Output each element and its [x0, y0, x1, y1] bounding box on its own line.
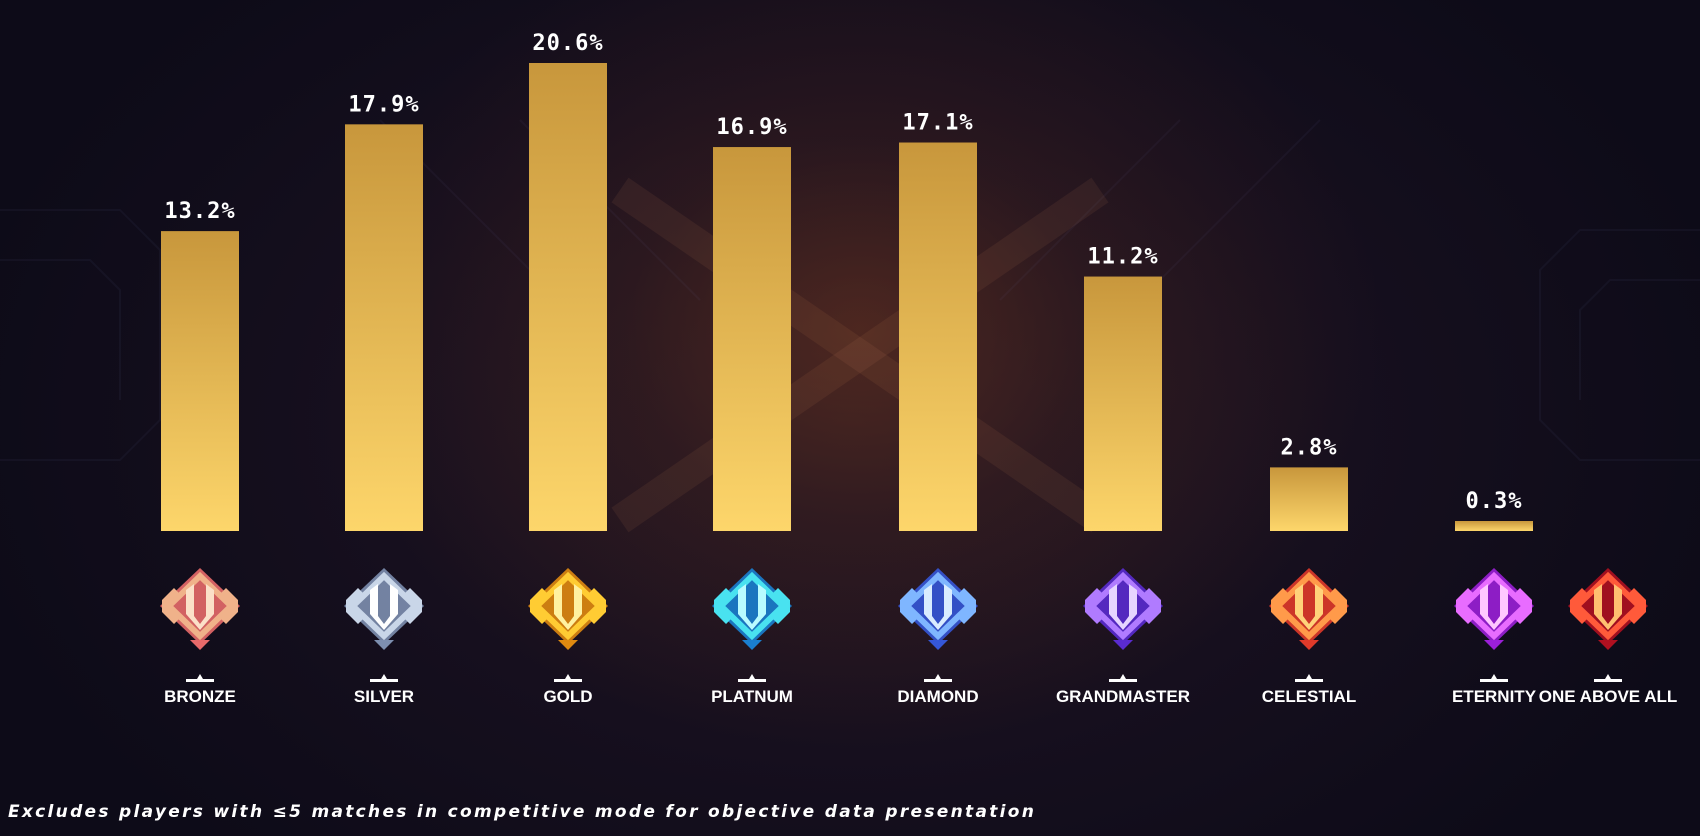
rank-marker-eternity [1480, 674, 1508, 682]
one-above-all-rank-icon [1568, 568, 1648, 650]
rank-label-celestial: CELESTIAL [1262, 687, 1356, 706]
celestial-rank-icon [1269, 568, 1349, 650]
bar-bronze [161, 231, 239, 531]
footnote: Excludes players with ≤5 matches in comp… [8, 802, 1037, 822]
rank-label-eternity: ETERNITY [1452, 687, 1537, 706]
rank-label-one-above-all: ONE ABOVE ALL [1539, 687, 1678, 706]
rank-label-gold: GOLD [543, 687, 592, 706]
value-label-bronze: 13.2% [164, 199, 235, 224]
value-label-silver: 17.9% [348, 92, 419, 117]
value-label-gold: 20.6% [532, 31, 603, 56]
rank-marker-grandmaster [1109, 674, 1137, 682]
rank-marker-silver [370, 674, 398, 682]
bar-diamond [899, 142, 977, 531]
platinum-rank-icon [712, 568, 792, 650]
value-label-eternity: 0.3% [1466, 489, 1523, 514]
rank-label-silver: SILVER [354, 687, 414, 706]
value-label-platnum: 16.9% [716, 115, 787, 140]
bronze-rank-icon [160, 568, 240, 650]
rank-marker-gold [554, 674, 582, 682]
grandmaster-rank-icon [1083, 568, 1163, 650]
rank-marker-bronze [186, 674, 214, 682]
rank-marker-diamond [924, 674, 952, 682]
diamond-rank-icon [898, 568, 978, 650]
rank-marker-one-above-all [1594, 674, 1622, 682]
silver-rank-icon [344, 568, 424, 650]
rank-label-diamond: DIAMOND [897, 687, 978, 706]
value-label-celestial: 2.8% [1281, 435, 1338, 460]
rank-label-platnum: PLATNUM [711, 687, 793, 706]
bar-celestial [1270, 467, 1348, 531]
bar-eternity [1455, 521, 1533, 531]
rank-label-bronze: BRONZE [164, 687, 236, 706]
bar-platnum [713, 147, 791, 531]
eternity-rank-icon [1454, 568, 1534, 650]
rank-marker-celestial [1295, 674, 1323, 682]
bar-silver [345, 124, 423, 531]
value-label-diamond: 17.1% [902, 111, 973, 136]
gold-rank-icon [528, 568, 608, 650]
bar-gold [529, 63, 607, 531]
rank-label-grandmaster: GRANDMASTER [1056, 687, 1190, 706]
rank-marker-platnum [738, 674, 766, 682]
bar-grandmaster [1084, 276, 1162, 531]
value-label-grandmaster: 11.2% [1087, 245, 1158, 270]
